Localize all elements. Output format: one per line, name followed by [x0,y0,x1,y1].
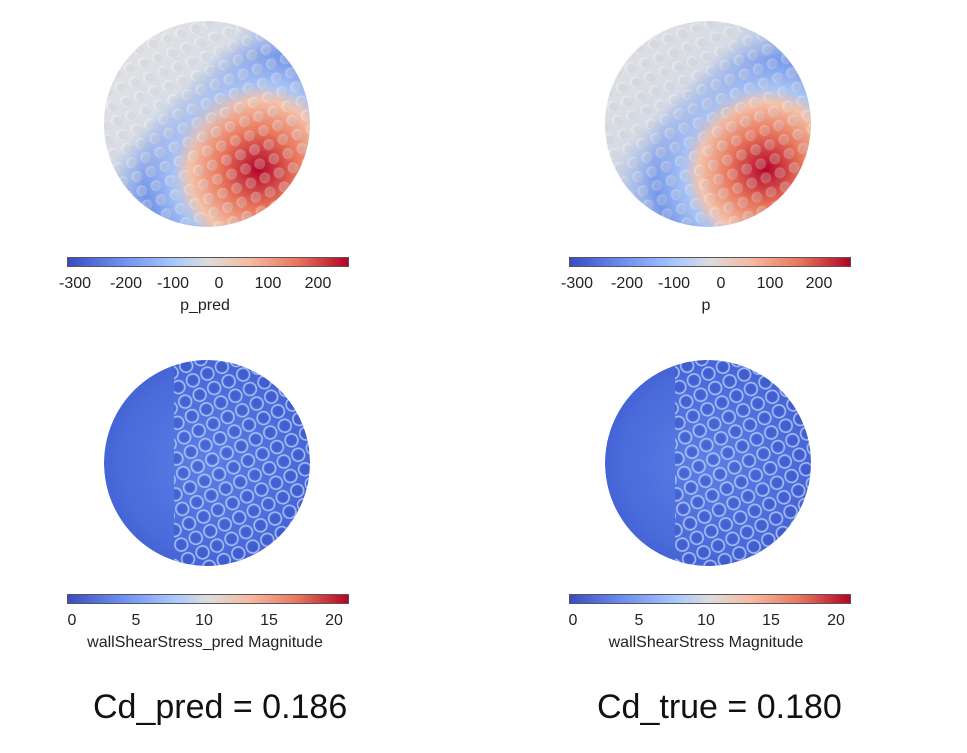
pressure-pred-colorbar [67,257,349,267]
colorbar-tick: 0 [716,275,726,292]
colorbar-tick: 10 [697,612,715,629]
colorbar-title: p_pred [180,297,230,314]
wss-pred-colorbar [67,594,349,604]
colorbar-tick: 100 [756,275,784,292]
colorbar-tick: 0 [214,275,224,292]
colorbar-tick: 200 [805,275,833,292]
colorbar-tick: 10 [195,612,213,629]
colorbar-tick: 0 [67,612,77,629]
colorbar-tick: -300 [58,275,92,292]
colorbar-tick: -200 [610,275,644,292]
wss-true-colorbar [569,594,851,604]
colorbar-tick: 200 [304,275,332,292]
pressure-true-colorbar [569,257,851,267]
colorbar-tick: 5 [131,612,141,629]
pressure-true-sphere [605,21,811,227]
colorbar-tick: -200 [109,275,143,292]
colorbar-tick: 0 [568,612,578,629]
cd-true-label: Cd_true = 0.180 [597,688,842,726]
colorbar-tick: -300 [560,275,594,292]
colorbar-tick: -100 [657,275,691,292]
colorbar-tick: 5 [634,612,644,629]
pressure-pred-sphere [104,21,310,227]
wss-true-sphere [605,360,811,566]
colorbar-tick: -100 [156,275,190,292]
colorbar-title: wallShearStress Magnitude [608,634,804,651]
colorbar-tick: 20 [827,612,845,629]
colorbar-tick: 20 [325,612,343,629]
colorbar-tick: 100 [254,275,282,292]
colorbar-title: p [701,297,711,314]
colorbar-tick: 15 [762,612,780,629]
wss-pred-sphere [104,360,310,566]
colorbar-tick: 15 [260,612,278,629]
colorbar-title: wallShearStress_pred Magnitude [87,634,323,651]
cd-pred-label: Cd_pred = 0.186 [93,688,348,726]
